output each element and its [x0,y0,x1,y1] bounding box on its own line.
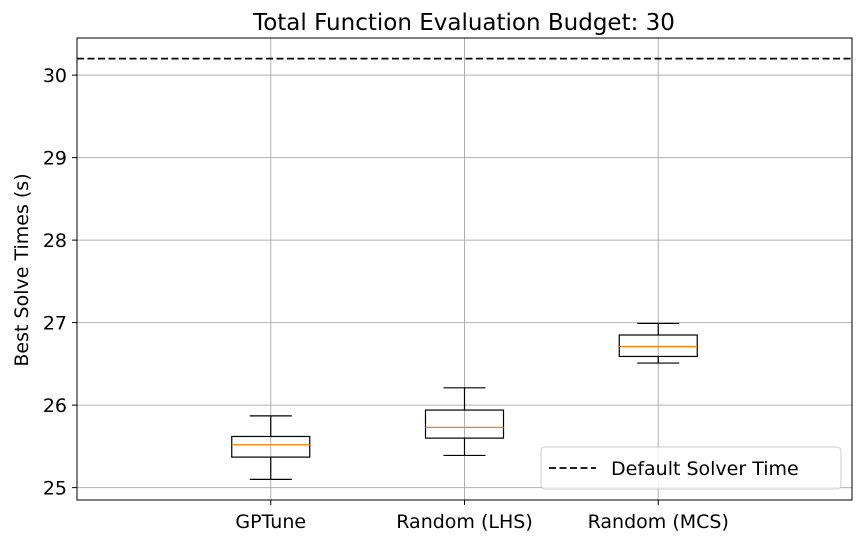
grid [77,38,852,500]
box-random-mcs [618,322,698,364]
legend: Default Solver Time [540,446,842,490]
y-tick-label: 29 [43,148,67,170]
y-axis-label: Best Solve Times (s) [11,173,33,366]
chart-title: Total Function Evaluation Budget: 30 [252,10,675,36]
y-tick-label: 30 [43,65,67,87]
y-tick-label: 25 [43,478,67,500]
iqr-box [424,409,505,439]
legend-label-default-solver-time: Default Solver Time [611,458,799,480]
x-tick-label: Random (LHS) [396,511,532,533]
legend-frame [540,446,842,490]
ticks: 25 26 27 28 29 30 GPTune Random (LHS) Random (MC… [43,65,729,533]
x-tick-label: GPTune [235,511,306,533]
x-tick-label: Random (MCS) [588,511,729,533]
box-gptune [231,415,311,480]
y-tick-label: 28 [43,230,67,252]
boxes [231,322,698,480]
y-tick-label: 26 [43,395,67,417]
box-random-lhs [424,387,505,457]
iqr-box [618,334,698,358]
y-tick-label: 27 [43,313,67,335]
iqr-box [231,435,311,458]
